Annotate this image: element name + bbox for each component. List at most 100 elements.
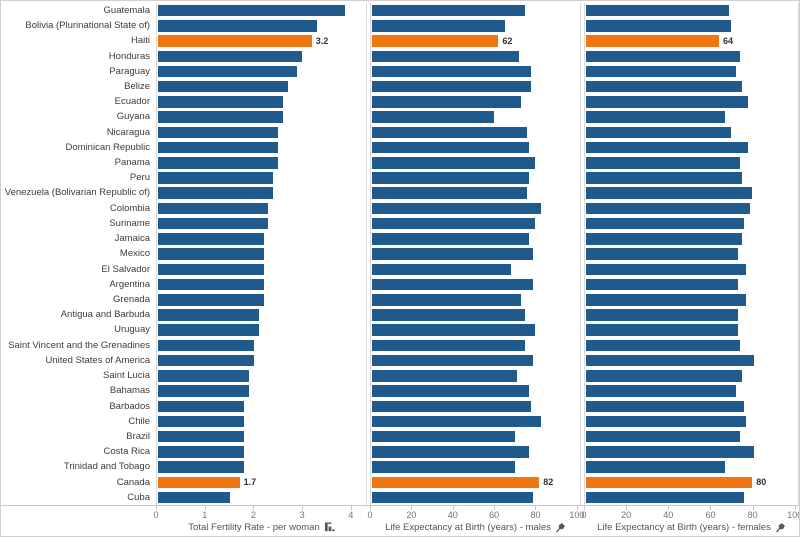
- row-label[interactable]: Belize: [124, 80, 150, 92]
- row-label[interactable]: Dominican Republic: [65, 141, 150, 153]
- bar[interactable]: [372, 111, 495, 123]
- bar[interactable]: [372, 233, 530, 245]
- row-label[interactable]: Antigua and Barbuda: [60, 309, 150, 321]
- row-label[interactable]: Nicaragua: [106, 126, 150, 138]
- bar[interactable]: [372, 126, 527, 139]
- bar[interactable]: [372, 96, 521, 108]
- bar[interactable]: [372, 172, 530, 184]
- bar[interactable]: [158, 172, 274, 184]
- bar[interactable]: [372, 80, 532, 93]
- bar[interactable]: [158, 415, 245, 428]
- bar[interactable]: [158, 370, 250, 382]
- bar[interactable]: [158, 50, 303, 63]
- bar[interactable]: [158, 430, 245, 443]
- bar[interactable]: [372, 294, 521, 306]
- row-label[interactable]: Panama: [114, 157, 150, 169]
- bar[interactable]: [586, 126, 732, 139]
- bar[interactable]: [586, 461, 726, 473]
- row-label[interactable]: Trinidad and Tobago: [63, 461, 150, 473]
- row-label[interactable]: Haiti: [130, 35, 150, 47]
- bar[interactable]: [372, 263, 511, 276]
- bar[interactable]: [158, 294, 264, 306]
- row-label[interactable]: Saint Vincent and the Grenadines: [8, 339, 150, 351]
- pin-icon[interactable]: [775, 522, 786, 533]
- bar[interactable]: [158, 339, 255, 352]
- bar[interactable]: [372, 461, 515, 473]
- bar[interactable]: [158, 20, 317, 32]
- bar[interactable]: [586, 278, 738, 291]
- bar[interactable]: [372, 324, 536, 336]
- bar[interactable]: [158, 309, 259, 321]
- bar[interactable]: [158, 80, 288, 93]
- row-label[interactable]: Venezuela (Bolivarian Republic of): [4, 187, 150, 199]
- row-label[interactable]: Honduras: [108, 50, 150, 62]
- bar[interactable]: [586, 202, 751, 215]
- row-label[interactable]: Paraguay: [109, 65, 150, 77]
- bar[interactable]: [372, 248, 534, 260]
- bar[interactable]: [586, 294, 747, 306]
- bar[interactable]: [586, 248, 738, 260]
- bar[interactable]: [158, 400, 245, 413]
- bar[interactable]: [372, 4, 525, 17]
- bar[interactable]: [586, 217, 744, 230]
- row-label[interactable]: Bahamas: [109, 385, 150, 397]
- bar[interactable]: [586, 491, 744, 504]
- bar-highlighted[interactable]: [586, 476, 753, 489]
- bar[interactable]: [586, 430, 740, 443]
- bar[interactable]: [372, 50, 519, 63]
- row-label[interactable]: Mexico: [119, 248, 150, 260]
- bar[interactable]: [158, 217, 269, 230]
- bar[interactable]: [372, 415, 542, 428]
- row-label[interactable]: Saint Lucia: [102, 370, 150, 382]
- bar[interactable]: [158, 187, 274, 199]
- bar[interactable]: [158, 126, 279, 139]
- bar[interactable]: [586, 4, 730, 17]
- row-label[interactable]: Peru: [129, 172, 150, 184]
- row-label[interactable]: Guatemala: [103, 4, 150, 16]
- bar[interactable]: [372, 446, 530, 458]
- bar[interactable]: [586, 370, 742, 382]
- bar[interactable]: [586, 339, 740, 352]
- bar[interactable]: [372, 65, 532, 78]
- bar[interactable]: [586, 233, 742, 245]
- bar[interactable]: [158, 157, 279, 169]
- bar[interactable]: [372, 309, 525, 321]
- row-label[interactable]: Suriname: [109, 217, 150, 229]
- bar[interactable]: [372, 141, 530, 154]
- bar[interactable]: [158, 248, 264, 260]
- row-label[interactable]: Uruguay: [114, 324, 150, 336]
- bar[interactable]: [158, 65, 298, 78]
- bar[interactable]: [158, 324, 259, 336]
- bar[interactable]: [372, 370, 517, 382]
- bar[interactable]: [586, 20, 732, 32]
- bar[interactable]: [372, 217, 536, 230]
- bar[interactable]: [158, 278, 264, 291]
- bar[interactable]: [372, 187, 527, 199]
- pin-icon[interactable]: [555, 522, 566, 533]
- bar[interactable]: [586, 111, 726, 123]
- bar-highlighted[interactable]: [586, 35, 720, 47]
- bar[interactable]: [158, 461, 245, 473]
- bar[interactable]: [586, 354, 755, 367]
- bar[interactable]: [372, 202, 542, 215]
- bar[interactable]: [158, 111, 283, 123]
- bar[interactable]: [586, 415, 747, 428]
- bar[interactable]: [158, 385, 250, 397]
- row-label[interactable]: Argentina: [109, 278, 150, 290]
- row-label[interactable]: Cuba: [127, 491, 150, 503]
- bar[interactable]: [586, 263, 747, 276]
- bar[interactable]: [586, 385, 736, 397]
- axis-title-fertility[interactable]: Total Fertility Rate - per woman: [156, 522, 367, 533]
- row-label[interactable]: Ecuador: [114, 96, 150, 108]
- row-label[interactable]: Costa Rica: [103, 446, 150, 458]
- bar[interactable]: [158, 233, 264, 245]
- bar[interactable]: [586, 187, 753, 199]
- row-label[interactable]: Bolivia (Plurinational State of): [25, 20, 150, 32]
- row-label[interactable]: Barbados: [109, 400, 150, 412]
- bar[interactable]: [586, 400, 744, 413]
- bar[interactable]: [158, 354, 255, 367]
- bar[interactable]: [158, 263, 264, 276]
- row-label[interactable]: United States of America: [45, 354, 150, 366]
- bar[interactable]: [586, 96, 749, 108]
- row-label[interactable]: Jamaica: [114, 233, 150, 245]
